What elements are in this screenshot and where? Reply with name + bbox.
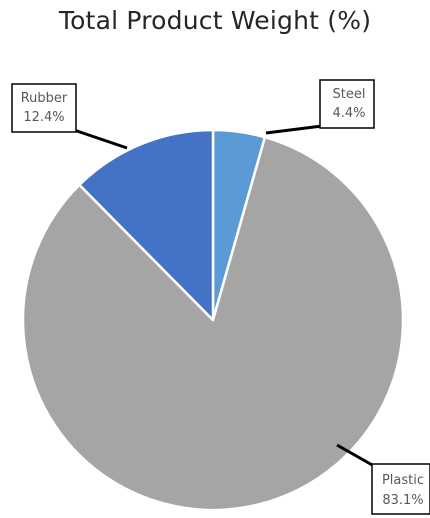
callout-leader-plastic [336, 443, 375, 468]
callout-box-rubber [11, 83, 77, 133]
data-label-name-rubber: Rubber [21, 91, 68, 106]
data-label-value-steel: 4.4% [332, 106, 365, 121]
chart-title: Total Product Weight (%) [58, 6, 372, 35]
callout-leader-steel [265, 124, 323, 135]
callout-box-plastic [371, 463, 430, 515]
pie-slice-rubber [78, 128, 215, 322]
data-label-value-plastic: 83.1% [382, 493, 423, 508]
data-label-value-rubber: 12.4% [23, 110, 64, 125]
callout-leader-rubber [73, 128, 128, 150]
pie-slice-plastic [21, 135, 405, 512]
data-label-name-plastic: Plastic [382, 473, 424, 488]
callout-box-steel [319, 79, 375, 129]
pie-callouts: Steel 4.4% Plastic 83.1% Rubber 12.4% [11, 79, 430, 515]
data-label-name-steel: Steel [333, 87, 366, 102]
pie-slices [21, 128, 405, 512]
